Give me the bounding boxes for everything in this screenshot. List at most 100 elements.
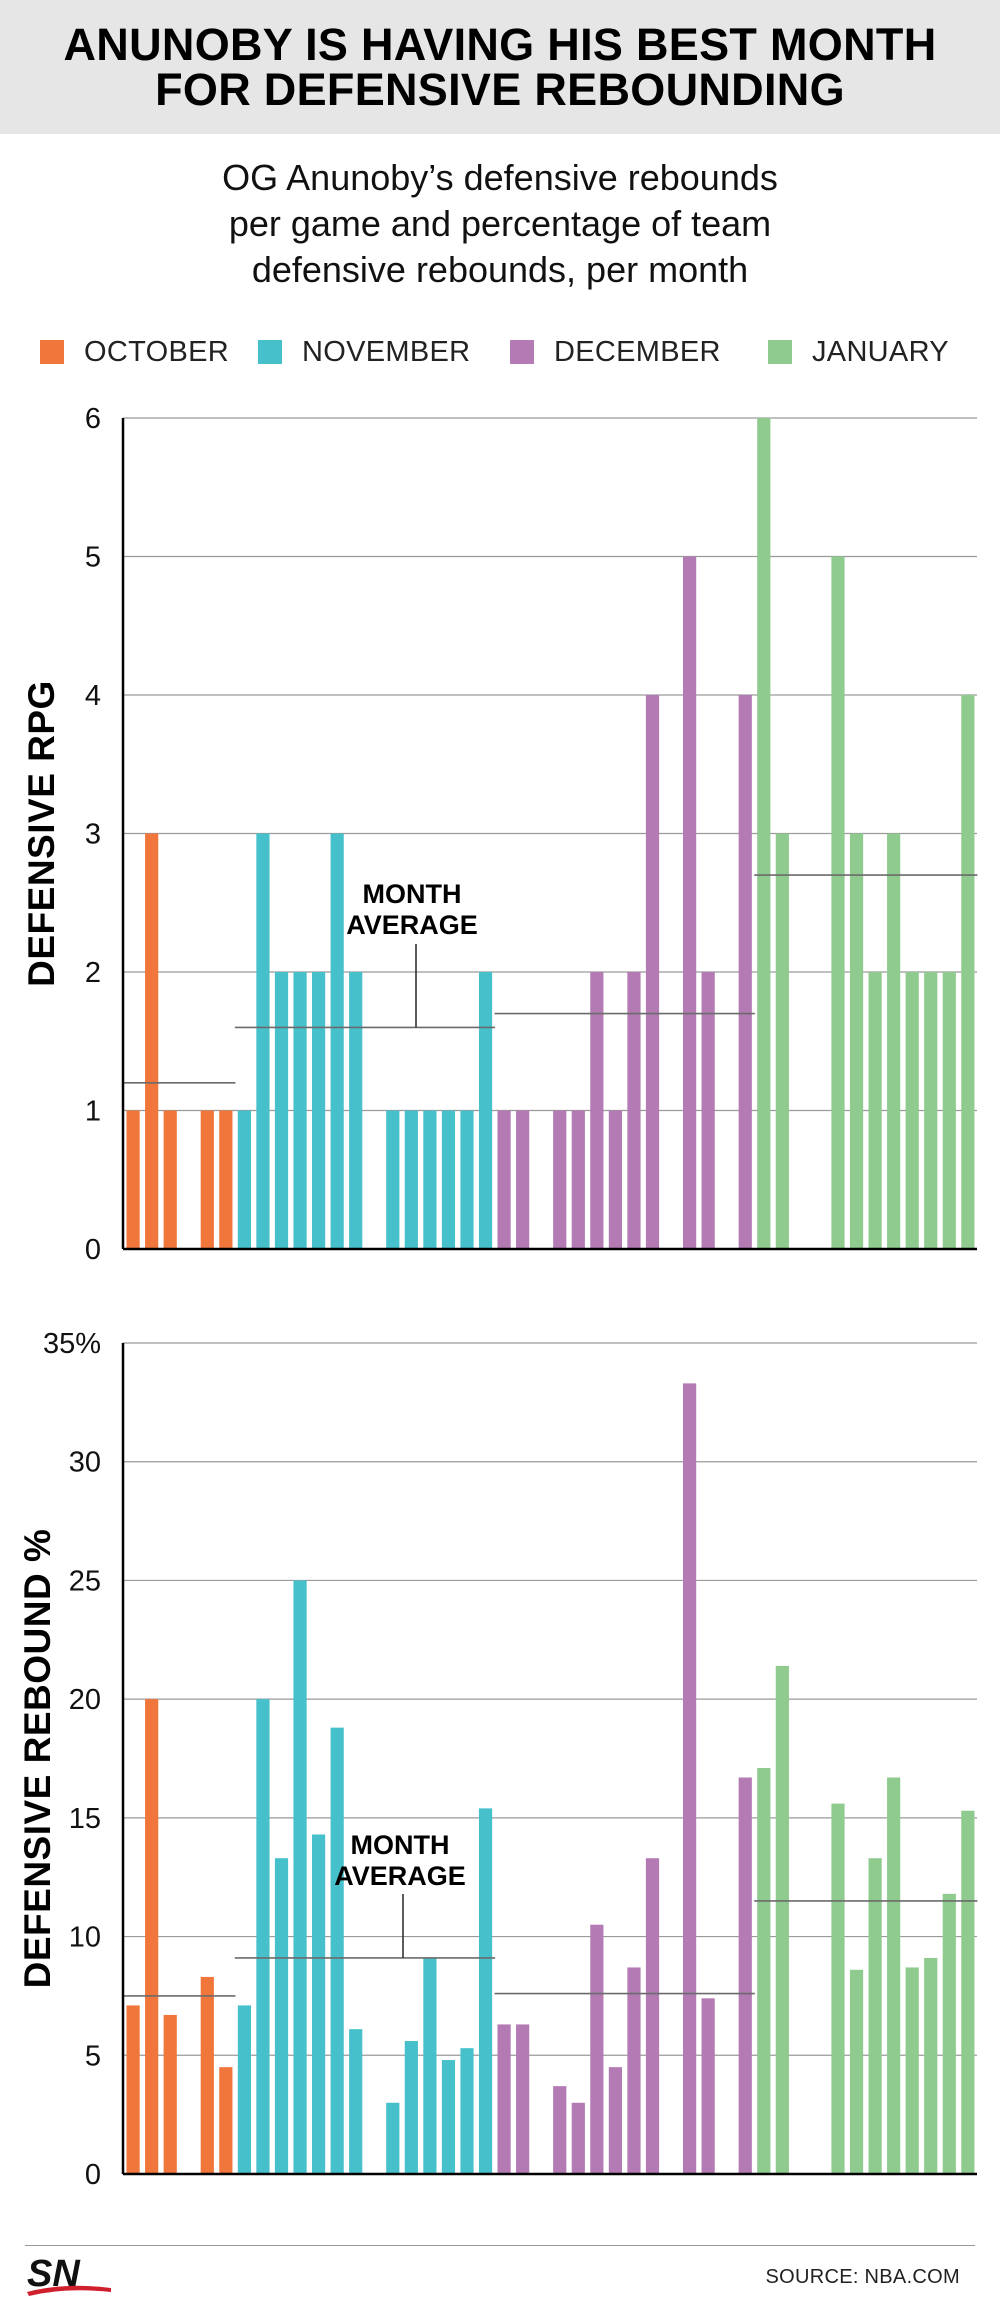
bar-november (237, 2005, 251, 2174)
bar-december (553, 1110, 567, 1249)
bar-november (237, 1110, 251, 1249)
month-average-annotation-line-2: AVERAGE (346, 910, 478, 940)
bar-january (924, 972, 938, 1249)
bar-december (516, 1110, 530, 1249)
bar-december (497, 1110, 511, 1249)
legend: OCTOBER NOVEMBER DECEMBER JANUARY (0, 332, 1000, 372)
y-tick-label: 3 (85, 819, 101, 851)
bar-november (404, 1110, 418, 1249)
bar-november (330, 833, 344, 1249)
legend-label-january: JANUARY (812, 336, 949, 368)
bar-october (200, 1110, 214, 1249)
header-banner: ANUNOBY IS HAVING HIS BEST MONTH FOR DEF… (0, 0, 1000, 134)
bar-january (887, 1777, 901, 2174)
y-tick-label: 25 (69, 1565, 101, 1597)
bar-november (460, 1110, 474, 1249)
bar-january (849, 833, 864, 1249)
y-tick-label: 6 (85, 403, 101, 435)
source-note: SOURCE: NBA.COM (765, 2266, 960, 2288)
bar-december (590, 972, 604, 1249)
y-tick-label: 0 (85, 2159, 101, 2191)
legend-swatch-january (768, 340, 792, 364)
bar-october (145, 1699, 159, 2174)
subtitle-line-2: per game and percentage of team (228, 203, 772, 244)
bar-november (460, 2048, 474, 2174)
bar-january (887, 833, 901, 1249)
bar-january (905, 1967, 919, 2174)
subtitle-line-1: OG Anunoby’s defensive rebounds (222, 157, 778, 198)
y-tick-label: 5 (85, 2040, 101, 2072)
sportsnet-logo: SN (27, 2253, 111, 2296)
legend-label-november: NOVEMBER (302, 336, 471, 368)
bar-november (441, 1110, 456, 1249)
bar-november (312, 1834, 326, 2174)
bar-october (126, 2005, 140, 2174)
bar-november (478, 1808, 493, 2174)
legend-label-december: DECEMBER (554, 336, 721, 368)
y-tick-label: 35% (43, 1328, 101, 1360)
bar-october (219, 2067, 233, 2174)
y-tick-label: 20 (69, 1684, 101, 1716)
bar-november (349, 2029, 363, 2174)
bar-january (868, 972, 882, 1249)
chart-title: ANUNOBY IS HAVING HIS BEST MONTH FOR DEF… (20, 22, 980, 112)
bar-december (701, 1998, 715, 2174)
bar-january (757, 1767, 771, 2174)
bar-october (163, 2014, 177, 2174)
chart-subtitle: OG Anunoby’s defensive rebounds per game… (120, 155, 880, 293)
bar-january (942, 1893, 956, 2174)
bar-november (386, 2102, 400, 2174)
bar-november (312, 972, 326, 1249)
bar-january (775, 833, 789, 1249)
bar-november (478, 972, 493, 1249)
bar-january (831, 1803, 845, 2174)
legend-swatch-november (258, 340, 282, 364)
bar-november (256, 833, 270, 1249)
legend-swatch-december (510, 340, 534, 364)
y-tick-label: 4 (85, 680, 101, 712)
bar-november (404, 2041, 418, 2174)
month-average-annotation-line-1: MONTH (351, 1830, 450, 1860)
bar-january (868, 1858, 882, 2174)
bar-january (961, 1810, 975, 2174)
y-axis-label: DEFENSIVE RPG (21, 680, 62, 987)
y-tick-label: 30 (69, 1447, 101, 1479)
legend-label-october: OCTOBER (84, 336, 229, 368)
bar-october (163, 1110, 177, 1249)
bar-december (571, 1110, 585, 1249)
bar-december (683, 1383, 697, 2174)
y-tick-label: 5 (85, 542, 101, 574)
bar-january (831, 556, 845, 1249)
bar-december (645, 1858, 660, 2174)
title-line-1: ANUNOBY IS HAVING HIS BEST MONTH (63, 19, 937, 70)
y-tick-label: 2 (85, 957, 101, 989)
bar-october (200, 1976, 214, 2174)
bar-december (645, 695, 660, 1249)
bar-december (701, 972, 715, 1249)
title-line-2: FOR DEFENSIVE REBOUNDING (155, 64, 845, 115)
y-tick-label: 15 (69, 1803, 101, 1835)
bar-november (349, 972, 363, 1249)
bar-january (905, 972, 919, 1249)
bar-january (924, 1957, 938, 2174)
bar-december (738, 1777, 752, 2174)
bar-november (423, 1957, 437, 2174)
bar-november (441, 2060, 456, 2174)
bar-december (590, 1924, 604, 2174)
legend-swatch-october (40, 340, 64, 364)
bar-october (126, 1110, 140, 1249)
footer-divider (25, 2245, 975, 2246)
bar-january (757, 418, 771, 1249)
bar-december (683, 556, 697, 1249)
bar-january (942, 972, 956, 1249)
y-tick-label: 0 (85, 1234, 101, 1266)
bar-november (386, 1110, 400, 1249)
bar-november (274, 1858, 289, 2174)
bar-october (145, 833, 159, 1249)
month-average-annotation-line-1: MONTH (363, 879, 462, 909)
bar-december (627, 972, 641, 1249)
bar-december (516, 2024, 530, 2174)
bar-january (775, 1665, 789, 2174)
bar-december (571, 2102, 585, 2174)
